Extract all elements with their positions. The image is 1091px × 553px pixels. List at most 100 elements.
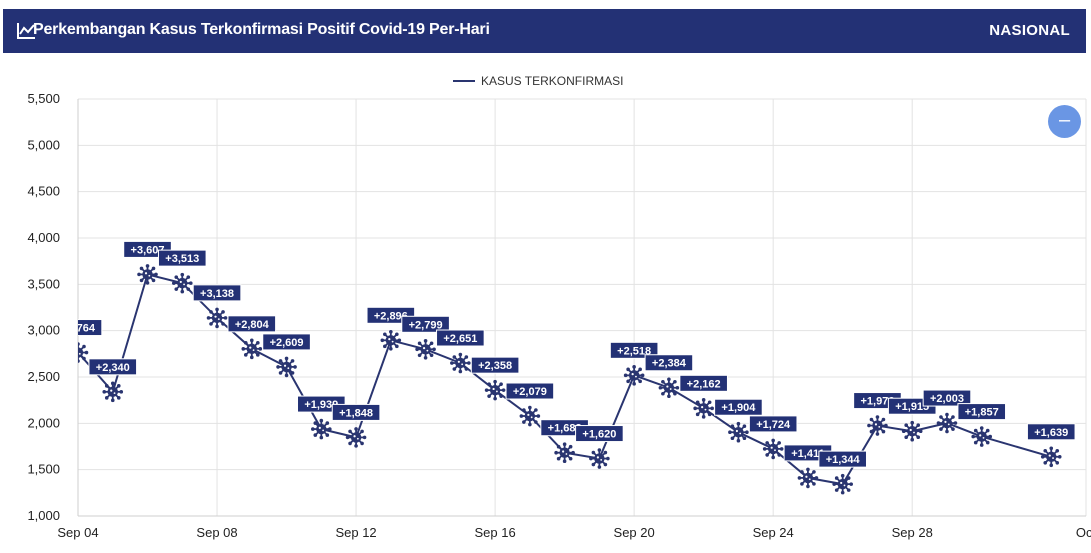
region-label: NASIONAL bbox=[989, 22, 1070, 39]
zoom-out-button[interactable]: – bbox=[1048, 105, 1081, 138]
data-label: +2,384 bbox=[644, 354, 694, 372]
data-label-text: +2,340 bbox=[96, 362, 130, 374]
x-tick-label: Sep 04 bbox=[57, 525, 98, 540]
data-label-text: +1,904 bbox=[721, 402, 756, 414]
virus-icon[interactable] bbox=[276, 356, 297, 378]
data-label-text: +1,915 bbox=[895, 401, 929, 413]
chart-area[interactable]: 1,000 1,500 2,000 2,500 3,000 3,500 4,000 4,500… bbox=[0, 60, 1091, 548]
data-label-text: +1,976 bbox=[860, 396, 894, 408]
legend-entry: KASUS TERKONFIRMASI bbox=[481, 74, 623, 88]
virus-icon[interactable] bbox=[797, 467, 819, 489]
data-label-text: +1,620 bbox=[582, 429, 616, 441]
virus-icon[interactable] bbox=[206, 307, 228, 329]
virus-icon[interactable] bbox=[658, 377, 680, 399]
data-label: +2,764 bbox=[78, 319, 103, 337]
virus-icon[interactable] bbox=[623, 365, 645, 386]
virus-icon[interactable] bbox=[519, 405, 541, 427]
series-line bbox=[78, 273, 1052, 486]
data-label: +2,340 bbox=[88, 358, 138, 376]
virus-icon[interactable] bbox=[832, 473, 853, 495]
data-label: +1,344 bbox=[818, 450, 867, 468]
data-label-text: +1,939 bbox=[304, 399, 338, 411]
data-label-text: +1,411 bbox=[791, 448, 824, 460]
y-tick-label: 4,500 bbox=[27, 184, 60, 199]
line-chart[interactable]: 1,000 1,500 2,000 2,500 3,000 3,500 4,000 4,500… bbox=[0, 60, 1091, 548]
chart-title: Perkembangan Kasus Terkonfirmasi Positif… bbox=[33, 21, 490, 38]
data-label-text: +1,683 bbox=[548, 423, 582, 435]
data-label-text: +2,358 bbox=[478, 360, 512, 372]
minus-icon: – bbox=[1058, 109, 1071, 131]
data-label: +2,079 bbox=[505, 382, 555, 400]
data-label: +2,799 bbox=[401, 315, 450, 333]
virus-icon[interactable] bbox=[867, 415, 888, 436]
data-label-text: +2,609 bbox=[270, 337, 304, 349]
data-label-text: +2,079 bbox=[513, 386, 547, 398]
data-label-text: +1,639 bbox=[1034, 427, 1068, 439]
data-label: +2,003 bbox=[922, 389, 972, 407]
virus-icon[interactable] bbox=[901, 420, 923, 442]
data-label: +1,857 bbox=[957, 403, 1007, 421]
virus-icon[interactable] bbox=[241, 338, 263, 360]
virus-icon[interactable] bbox=[345, 427, 367, 448]
data-label-text: +2,518 bbox=[617, 345, 651, 357]
chart-header: Perkembangan Kasus Terkonfirmasi Positif… bbox=[3, 9, 1086, 53]
y-tick-label: 5,500 bbox=[27, 91, 60, 106]
data-label-text: +1,857 bbox=[965, 407, 999, 419]
data-label: +3,138 bbox=[192, 284, 242, 302]
virus-icon[interactable] bbox=[415, 338, 436, 360]
virus-icon[interactable] bbox=[450, 352, 471, 374]
data-label-text: +2,651 bbox=[443, 333, 477, 345]
data-label-text: +2,384 bbox=[652, 358, 687, 370]
virus-icon[interactable] bbox=[484, 379, 506, 401]
virus-icon[interactable] bbox=[728, 421, 749, 443]
x-tick-label: Sep 08 bbox=[196, 525, 237, 540]
plot-series: 0+2,764+2,340+3,607+3,513+3,138+2,804+2,… bbox=[33, 240, 1076, 495]
virus-icon[interactable] bbox=[137, 264, 158, 285]
data-label-text: +2,896 bbox=[374, 310, 408, 322]
data-label-text: +2,003 bbox=[930, 393, 964, 405]
y-tick-label: 3,500 bbox=[27, 276, 60, 291]
data-label-text: +3,138 bbox=[200, 288, 234, 300]
virus-icon[interactable] bbox=[1040, 446, 1062, 468]
virus-icon[interactable] bbox=[311, 418, 332, 440]
data-label: +2,609 bbox=[262, 333, 311, 351]
data-label-text: +3,607 bbox=[131, 244, 165, 256]
virus-icon[interactable] bbox=[936, 412, 958, 434]
data-label: +1,683 bbox=[540, 419, 589, 437]
virus-icon[interactable] bbox=[589, 448, 610, 469]
data-label: +2,804 bbox=[227, 315, 277, 333]
virus-icon[interactable] bbox=[380, 330, 402, 351]
x-tick-label: Sep 24 bbox=[753, 525, 794, 540]
y-tick-label: 2,500 bbox=[27, 369, 60, 384]
virus-icon[interactable] bbox=[762, 438, 784, 460]
x-tick-label: Oct bbox=[1076, 525, 1091, 540]
data-label-text: +2,799 bbox=[409, 319, 443, 331]
virus-icon[interactable] bbox=[554, 442, 575, 464]
y-tick-label: 3,000 bbox=[27, 323, 60, 338]
virus-icon[interactable] bbox=[33, 290, 54, 311]
virus-icon[interactable] bbox=[102, 381, 124, 403]
y-tick-label: 1,500 bbox=[27, 462, 60, 477]
y-tick-label: 5,000 bbox=[27, 137, 60, 152]
data-label: +2,358 bbox=[470, 356, 520, 374]
virus-icon[interactable] bbox=[693, 398, 714, 419]
virus-icon[interactable] bbox=[971, 426, 993, 447]
data-label: +2,651 bbox=[436, 329, 485, 347]
data-label-text: +1,724 bbox=[756, 419, 791, 431]
virus-icon[interactable] bbox=[68, 342, 89, 363]
y-tick-label: 2,000 bbox=[27, 415, 60, 430]
legend[interactable]: KASUS TERKONFIRMASI bbox=[453, 74, 623, 88]
virus-icon[interactable] bbox=[171, 272, 193, 294]
data-label-text: +1,848 bbox=[339, 407, 373, 419]
data-label: +2,896 bbox=[366, 306, 416, 324]
data-label: +2,162 bbox=[679, 374, 728, 392]
x-tick-label: Sep 16 bbox=[475, 525, 516, 540]
data-label-text: +1,344 bbox=[826, 454, 861, 466]
y-tick-label: 4,000 bbox=[27, 230, 60, 245]
data-label-text: +2,162 bbox=[687, 378, 721, 390]
x-tick-label: Sep 20 bbox=[614, 525, 655, 540]
data-label: +1,904 bbox=[714, 398, 763, 416]
data-label-text: +2,804 bbox=[235, 319, 270, 331]
line-chart-icon bbox=[17, 23, 35, 39]
data-label: +1,639 bbox=[1026, 423, 1076, 441]
